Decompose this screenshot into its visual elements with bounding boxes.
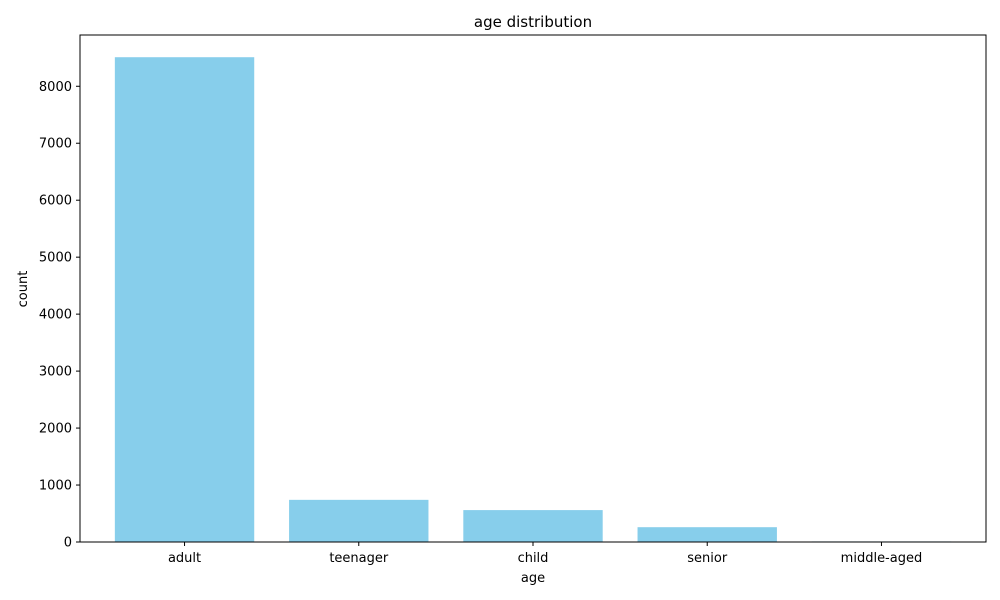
y-tick-label: 8000 bbox=[39, 80, 72, 95]
bar-teenager bbox=[289, 499, 429, 542]
y-tick-label: 1000 bbox=[39, 479, 72, 494]
y-tick-label: 5000 bbox=[39, 251, 72, 266]
x-tick-label: teenager bbox=[329, 551, 389, 566]
y-tick-label: 7000 bbox=[39, 137, 72, 152]
x-tick-label: child bbox=[518, 551, 549, 566]
x-axis-label: age bbox=[521, 571, 545, 586]
bar-adult bbox=[114, 57, 255, 542]
ticks-layer: adult teenager child senior middle-aged 0 1000… bbox=[39, 80, 922, 566]
y-tick-label: 4000 bbox=[39, 308, 72, 323]
plot-frame bbox=[79, 34, 987, 543]
bar-child bbox=[463, 510, 603, 542]
y-axis-label: count bbox=[16, 271, 31, 308]
y-tick-label: 0 bbox=[64, 536, 72, 551]
x-tick-label: middle-aged bbox=[841, 551, 923, 566]
y-tick-label: 3000 bbox=[39, 365, 72, 380]
x-tick-label: senior bbox=[687, 551, 728, 566]
y-tick-label: 6000 bbox=[39, 194, 72, 209]
x-tick-label: adult bbox=[168, 551, 201, 566]
bars-layer bbox=[114, 57, 952, 542]
chart-title: age distribution bbox=[474, 13, 592, 31]
bar-senior bbox=[637, 527, 777, 542]
y-tick-label: 2000 bbox=[39, 422, 72, 437]
